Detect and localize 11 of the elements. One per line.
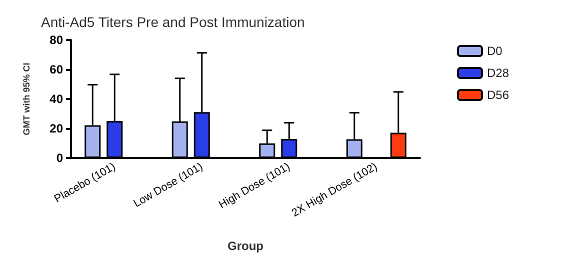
legend-label: D0: [486, 44, 503, 58]
y-tick-label: 20: [50, 122, 64, 136]
y-tick-label: 80: [50, 33, 64, 47]
y-axis-title: GMT with 95% CI: [22, 62, 32, 136]
legend-label: D56: [486, 88, 510, 102]
y-tick-label: 40: [50, 92, 64, 106]
x-axis-title: Group: [228, 239, 264, 253]
y-tick-label: 0: [56, 151, 64, 165]
chart-title: Anti-Ad5 Titers Pre and Post Immunization: [41, 14, 305, 30]
y-tick-label: 60: [50, 62, 64, 76]
legend-label: D28: [486, 66, 510, 80]
